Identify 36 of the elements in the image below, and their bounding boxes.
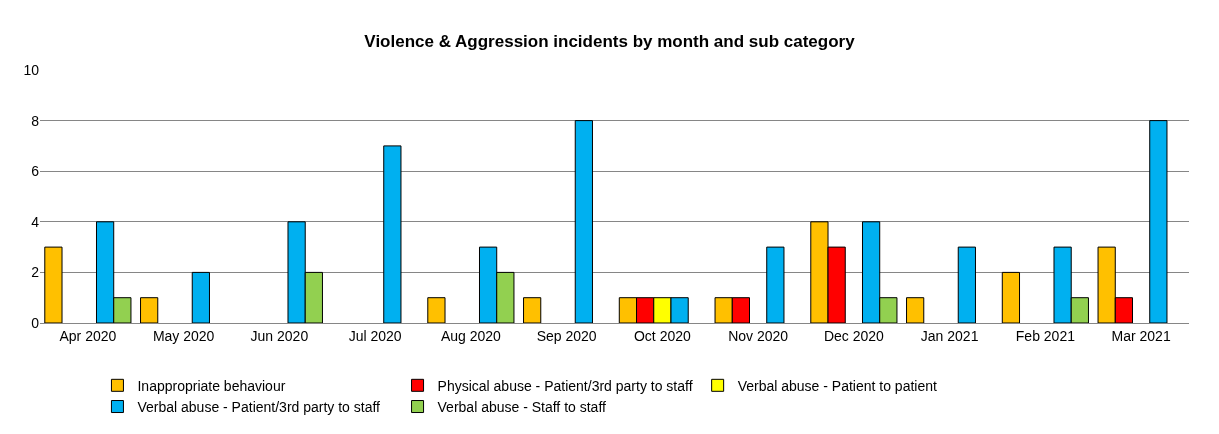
x-tick-label: Feb 2021 <box>1015 327 1076 344</box>
y-tick-label: 6 <box>31 163 40 180</box>
x-tick-label: Dec 2020 <box>823 327 885 344</box>
bar <box>957 246 976 323</box>
x-tick-label: Mar 2021 <box>1111 327 1171 344</box>
y-tick-label: 0 <box>31 314 40 331</box>
bar <box>1149 120 1168 323</box>
x-tick-label: Jan 2021 <box>920 327 979 344</box>
bar <box>523 297 542 323</box>
bar <box>906 297 925 323</box>
x-tick-label: Oct 2020 <box>633 327 691 344</box>
legend-label: Verbal abuse - Staff to staff <box>437 398 607 415</box>
x-tick-label: Jun 2020 <box>250 327 309 344</box>
legend-label: Verbal abuse - Patient to patient <box>737 377 937 394</box>
bar <box>140 297 159 323</box>
x-tick-label: Sep 2020 <box>536 327 597 344</box>
bar <box>574 120 593 323</box>
x-tick-label: Jul 2020 <box>348 327 402 344</box>
bar <box>383 145 402 323</box>
x-tick-label: Apr 2020 <box>59 327 117 344</box>
x-tick-label: May 2020 <box>152 327 215 344</box>
bar <box>766 246 785 323</box>
legend-label: Physical abuse - Patient/3rd party to staff <box>437 377 693 394</box>
bar <box>427 297 446 323</box>
legend-label: Verbal abuse - Patient/3rd party to staff <box>137 398 381 415</box>
y-tick-label: 8 <box>31 112 40 129</box>
x-tick-label: Aug 2020 <box>440 327 502 344</box>
x-tick-label: Nov 2020 <box>728 327 789 344</box>
y-tick-label: 10 <box>23 61 40 78</box>
y-tick-label: 4 <box>31 213 40 230</box>
bar <box>1001 271 1021 323</box>
legend-label: Inappropriate behaviour <box>137 377 286 394</box>
bar <box>44 246 63 323</box>
bar <box>191 271 210 323</box>
chart-title: Violence & Aggression incidents by month and sub category <box>364 31 856 51</box>
y-tick-label: 2 <box>31 264 40 281</box>
